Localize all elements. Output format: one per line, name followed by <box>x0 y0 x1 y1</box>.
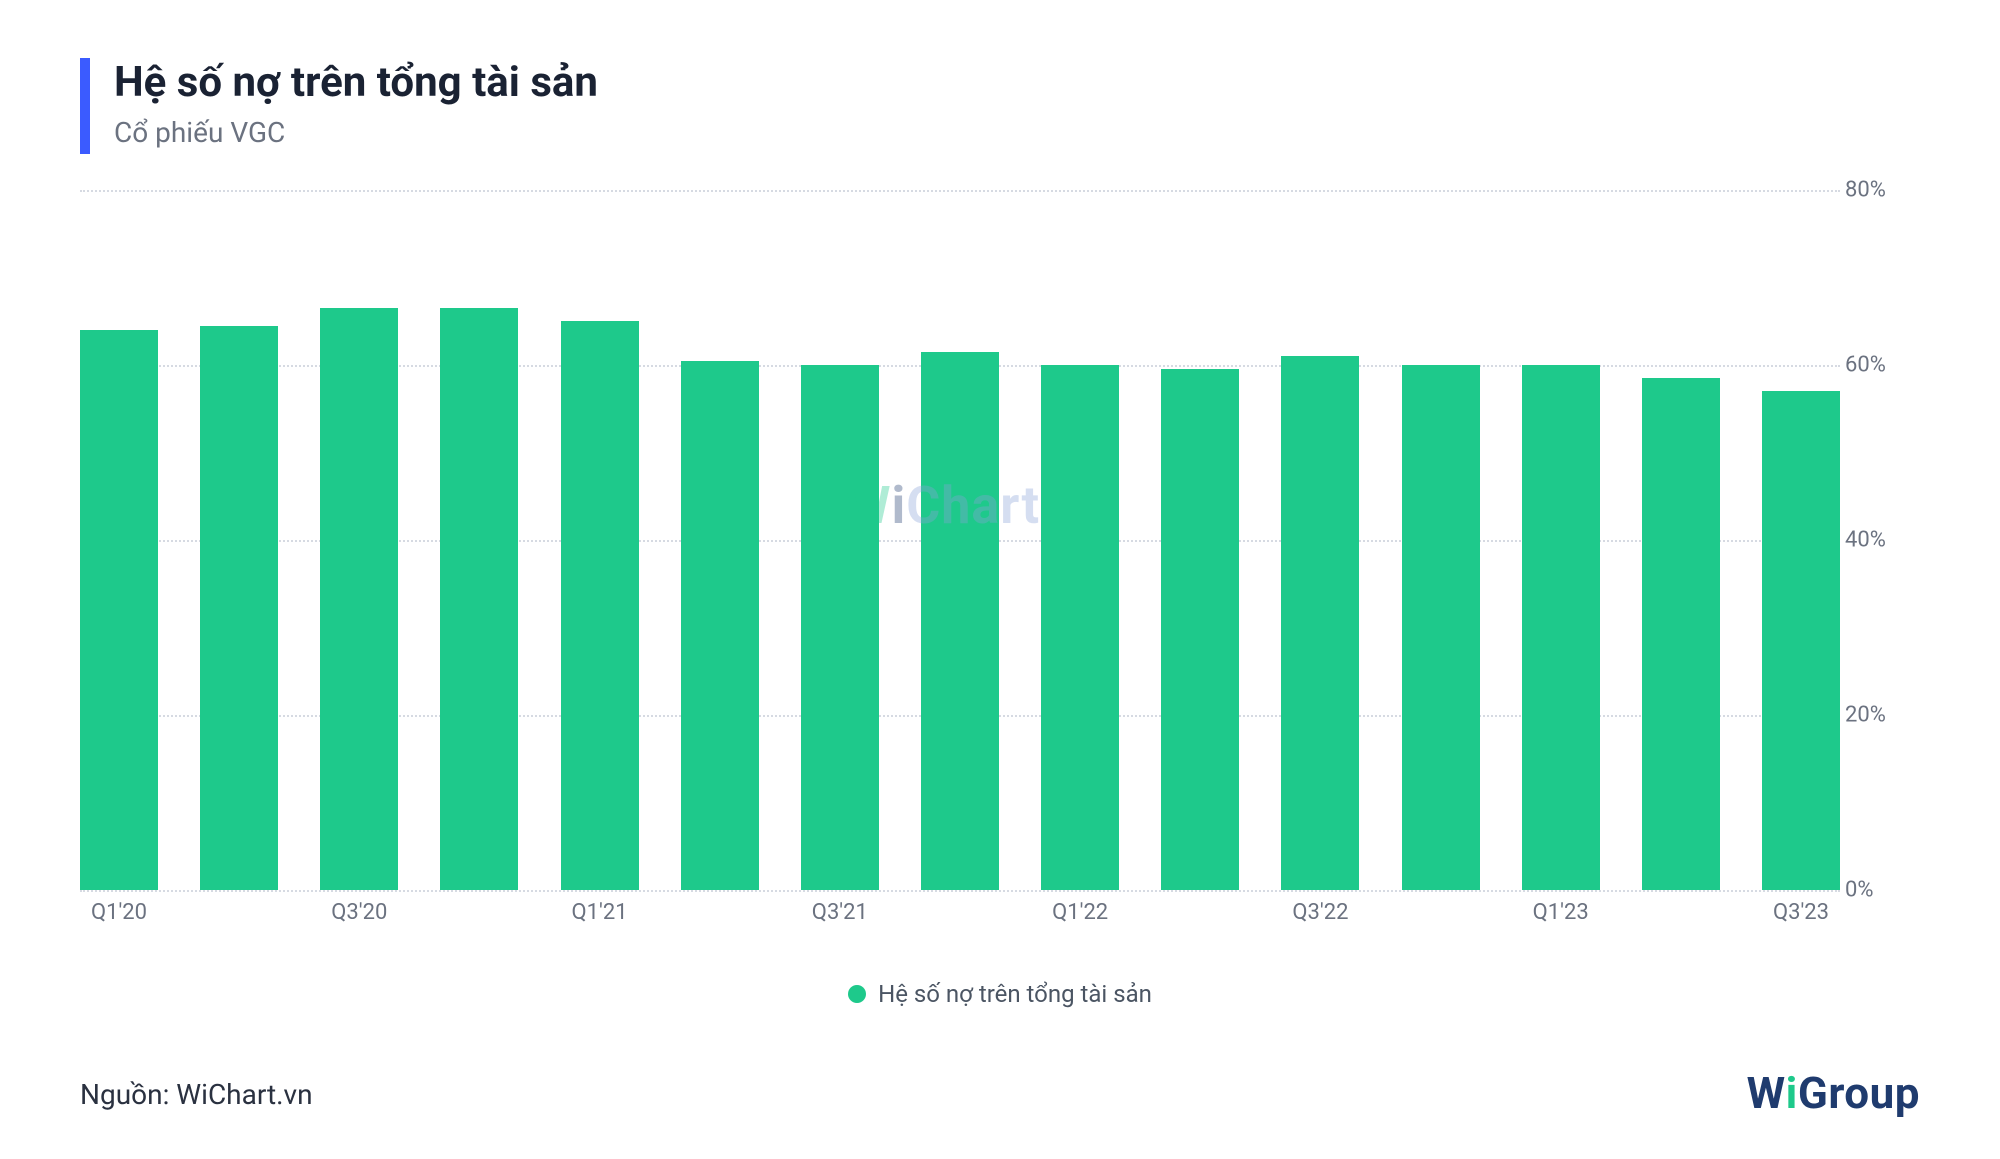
x-tick-label: Q3'23 <box>1773 900 1829 925</box>
brand-logo: WiGroup <box>1747 1067 1920 1119</box>
brand-rest: Group <box>1798 1067 1920 1119</box>
plot: 0%20%40%60%80% <box>80 190 1840 890</box>
x-tick-label: Q1'21 <box>572 900 628 925</box>
chart-area: 0%20%40%60%80% Q1'20 Q3'20 Q1'21 Q3'21 Q1'22… <box>80 190 1900 930</box>
brand-w: W <box>1747 1067 1786 1119</box>
titles: Hệ số nợ trên tổng tài sản Cổ phiếu VGC <box>114 58 598 149</box>
bar <box>1281 356 1359 890</box>
x-tick-label: Q3'20 <box>331 900 387 925</box>
chart-header: Hệ số nợ trên tổng tài sản Cổ phiếu VGC <box>80 58 598 154</box>
x-tick-label: Q1'20 <box>91 900 147 925</box>
bar <box>320 308 398 890</box>
bar <box>1642 378 1720 890</box>
bar <box>200 326 278 890</box>
y-tick-label: 80% <box>1845 178 1900 203</box>
y-tick-label: 20% <box>1845 703 1900 728</box>
bars <box>80 190 1840 890</box>
y-tick-label: 40% <box>1845 528 1900 553</box>
y-tick-label: 0% <box>1845 878 1900 903</box>
bar <box>80 330 158 890</box>
source-text: Nguồn: WiChart.vn <box>80 1078 313 1111</box>
x-axis: Q1'20 Q3'20 Q1'21 Q3'21 Q1'22 Q3'22 Q1'23 Q3'23 <box>80 900 1840 940</box>
brand-dot: i <box>1786 1067 1798 1119</box>
bar <box>561 321 639 890</box>
bar <box>440 308 518 890</box>
bar <box>1522 365 1600 890</box>
bar <box>1762 391 1840 890</box>
chart-subtitle: Cổ phiếu VGC <box>114 116 598 149</box>
accent-bar <box>80 58 90 154</box>
x-tick-label: Q3'21 <box>812 900 868 925</box>
chart-title: Hệ số nợ trên tổng tài sản <box>114 58 598 108</box>
x-tick-label: Q3'22 <box>1292 900 1348 925</box>
legend-label: Hệ số nợ trên tổng tài sản <box>878 980 1152 1008</box>
bar <box>1041 365 1119 890</box>
x-tick-label: Q1'22 <box>1052 900 1108 925</box>
bar <box>921 352 999 890</box>
y-tick-label: 60% <box>1845 353 1900 378</box>
bar <box>801 365 879 890</box>
bar <box>1161 369 1239 890</box>
x-tick-label: Q1'23 <box>1533 900 1589 925</box>
legend-dot-icon <box>848 985 866 1003</box>
bar <box>681 361 759 890</box>
bar <box>1402 365 1480 890</box>
legend: Hệ số nợ trên tổng tài sản <box>0 980 2000 1008</box>
gridline <box>80 890 1840 892</box>
